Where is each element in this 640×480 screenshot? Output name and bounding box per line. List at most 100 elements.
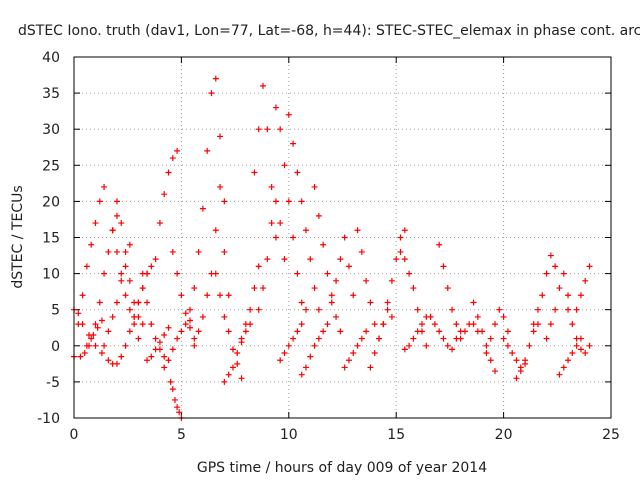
- data-point: [341, 234, 348, 241]
- data-point: [444, 342, 451, 349]
- data-point: [113, 360, 120, 367]
- data-point: [152, 256, 159, 263]
- data-point: [290, 140, 297, 147]
- data-point: [251, 169, 258, 176]
- data-point: [204, 147, 211, 154]
- data-point: [165, 357, 172, 364]
- series: [354, 227, 383, 342]
- data-point: [294, 169, 301, 176]
- data-point: [83, 342, 90, 349]
- data-point: [311, 285, 318, 292]
- data-point: [92, 220, 99, 227]
- data-point: [113, 198, 120, 205]
- data-point: [191, 342, 198, 349]
- data-point: [126, 277, 133, 284]
- data-point: [88, 335, 95, 342]
- data-point: [135, 299, 142, 306]
- data-point: [543, 335, 550, 342]
- data-point: [126, 241, 133, 248]
- data-point: [277, 126, 284, 133]
- data-point: [277, 357, 284, 364]
- data-point: [371, 350, 378, 357]
- data-point: [483, 350, 490, 357]
- data-point: [92, 321, 99, 328]
- series: [513, 321, 541, 382]
- data-point: [440, 335, 447, 342]
- data-point: [217, 183, 224, 190]
- series: [573, 263, 593, 313]
- data-point: [272, 198, 279, 205]
- data-point: [169, 346, 176, 353]
- data-point: [354, 342, 361, 349]
- data-point: [504, 328, 511, 335]
- data-point: [260, 82, 267, 89]
- data-point: [186, 317, 193, 324]
- series: [543, 270, 572, 342]
- data-point: [96, 299, 103, 306]
- data-point: [285, 342, 292, 349]
- series: [221, 321, 254, 385]
- data-point: [556, 371, 563, 378]
- data-point: [290, 335, 297, 342]
- data-point: [186, 306, 193, 313]
- data-point: [122, 292, 129, 299]
- data-point: [126, 328, 133, 335]
- data-point: [152, 335, 159, 342]
- data-point: [504, 342, 511, 349]
- data-point: [345, 357, 352, 364]
- data-point: [298, 321, 305, 328]
- data-point: [328, 292, 335, 299]
- data-point: [178, 292, 185, 299]
- data-point: [565, 357, 572, 364]
- data-point: [397, 234, 404, 241]
- data-point: [427, 313, 434, 320]
- data-point: [81, 350, 88, 357]
- data-point: [444, 285, 451, 292]
- data-point: [406, 342, 413, 349]
- data-point: [539, 292, 546, 299]
- data-point: [169, 155, 176, 162]
- data-point: [573, 306, 580, 313]
- data-point: [530, 321, 537, 328]
- data-point: [169, 386, 176, 393]
- data-point: [337, 328, 344, 335]
- series: [212, 270, 245, 382]
- data-point: [113, 299, 120, 306]
- data-point: [122, 342, 129, 349]
- data-point: [333, 277, 340, 284]
- data-point: [569, 350, 576, 357]
- data-point: [397, 248, 404, 255]
- data-point: [500, 335, 507, 342]
- data-point: [569, 321, 576, 328]
- data-point: [436, 328, 443, 335]
- data-point: [105, 328, 112, 335]
- data-point: [139, 285, 146, 292]
- data-point: [311, 342, 318, 349]
- data-point: [367, 299, 374, 306]
- data-point: [341, 364, 348, 371]
- data-point: [212, 75, 219, 82]
- data-point: [281, 256, 288, 263]
- data-point: [307, 353, 314, 360]
- data-point: [268, 220, 275, 227]
- data-point: [324, 321, 331, 328]
- data-point: [302, 364, 309, 371]
- x-tick-label: 0: [70, 427, 79, 443]
- data-point: [242, 321, 249, 328]
- data-point: [363, 277, 370, 284]
- data-point: [565, 292, 572, 299]
- series: [238, 263, 262, 342]
- data-point: [148, 321, 155, 328]
- data-point: [315, 306, 322, 313]
- data-point: [320, 328, 327, 335]
- data-point: [221, 198, 228, 205]
- data-point: [384, 306, 391, 313]
- series: [101, 241, 133, 349]
- data-point: [311, 183, 318, 190]
- data-point: [487, 357, 494, 364]
- series: [500, 335, 529, 371]
- data-point: [560, 364, 567, 371]
- data-point: [337, 256, 344, 263]
- data-point: [199, 205, 206, 212]
- series: [324, 234, 357, 328]
